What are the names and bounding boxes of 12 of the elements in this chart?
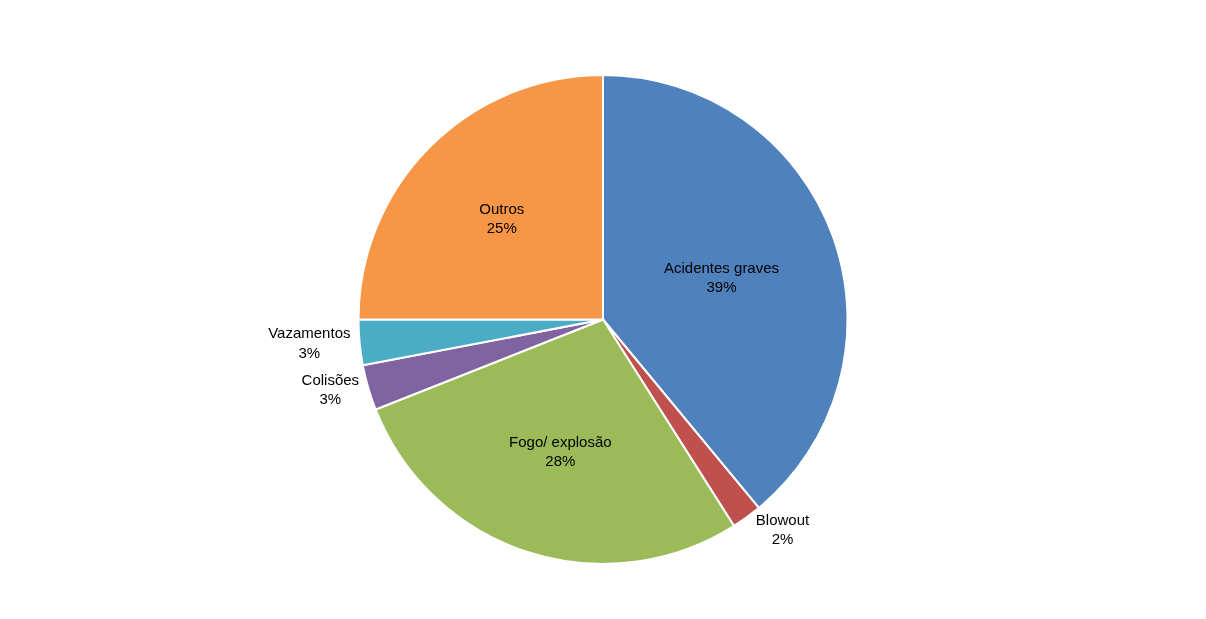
slice-label: Acidentes graves (663, 258, 780, 276)
data-label: 3% (298, 343, 321, 361)
data-label: 28% (545, 452, 576, 470)
data-label: 39% (706, 278, 737, 296)
slice-label: Vazamentos (268, 324, 351, 342)
slice-label: Outros (479, 199, 525, 217)
data-label: 2% (771, 530, 794, 548)
slice-label: Blowout (755, 511, 811, 528)
slice-label: Fogo/ explosão (509, 432, 612, 450)
slice-label: Colisões (301, 370, 360, 388)
data-label: 25% (486, 219, 517, 237)
data-label: 3% (319, 390, 342, 408)
